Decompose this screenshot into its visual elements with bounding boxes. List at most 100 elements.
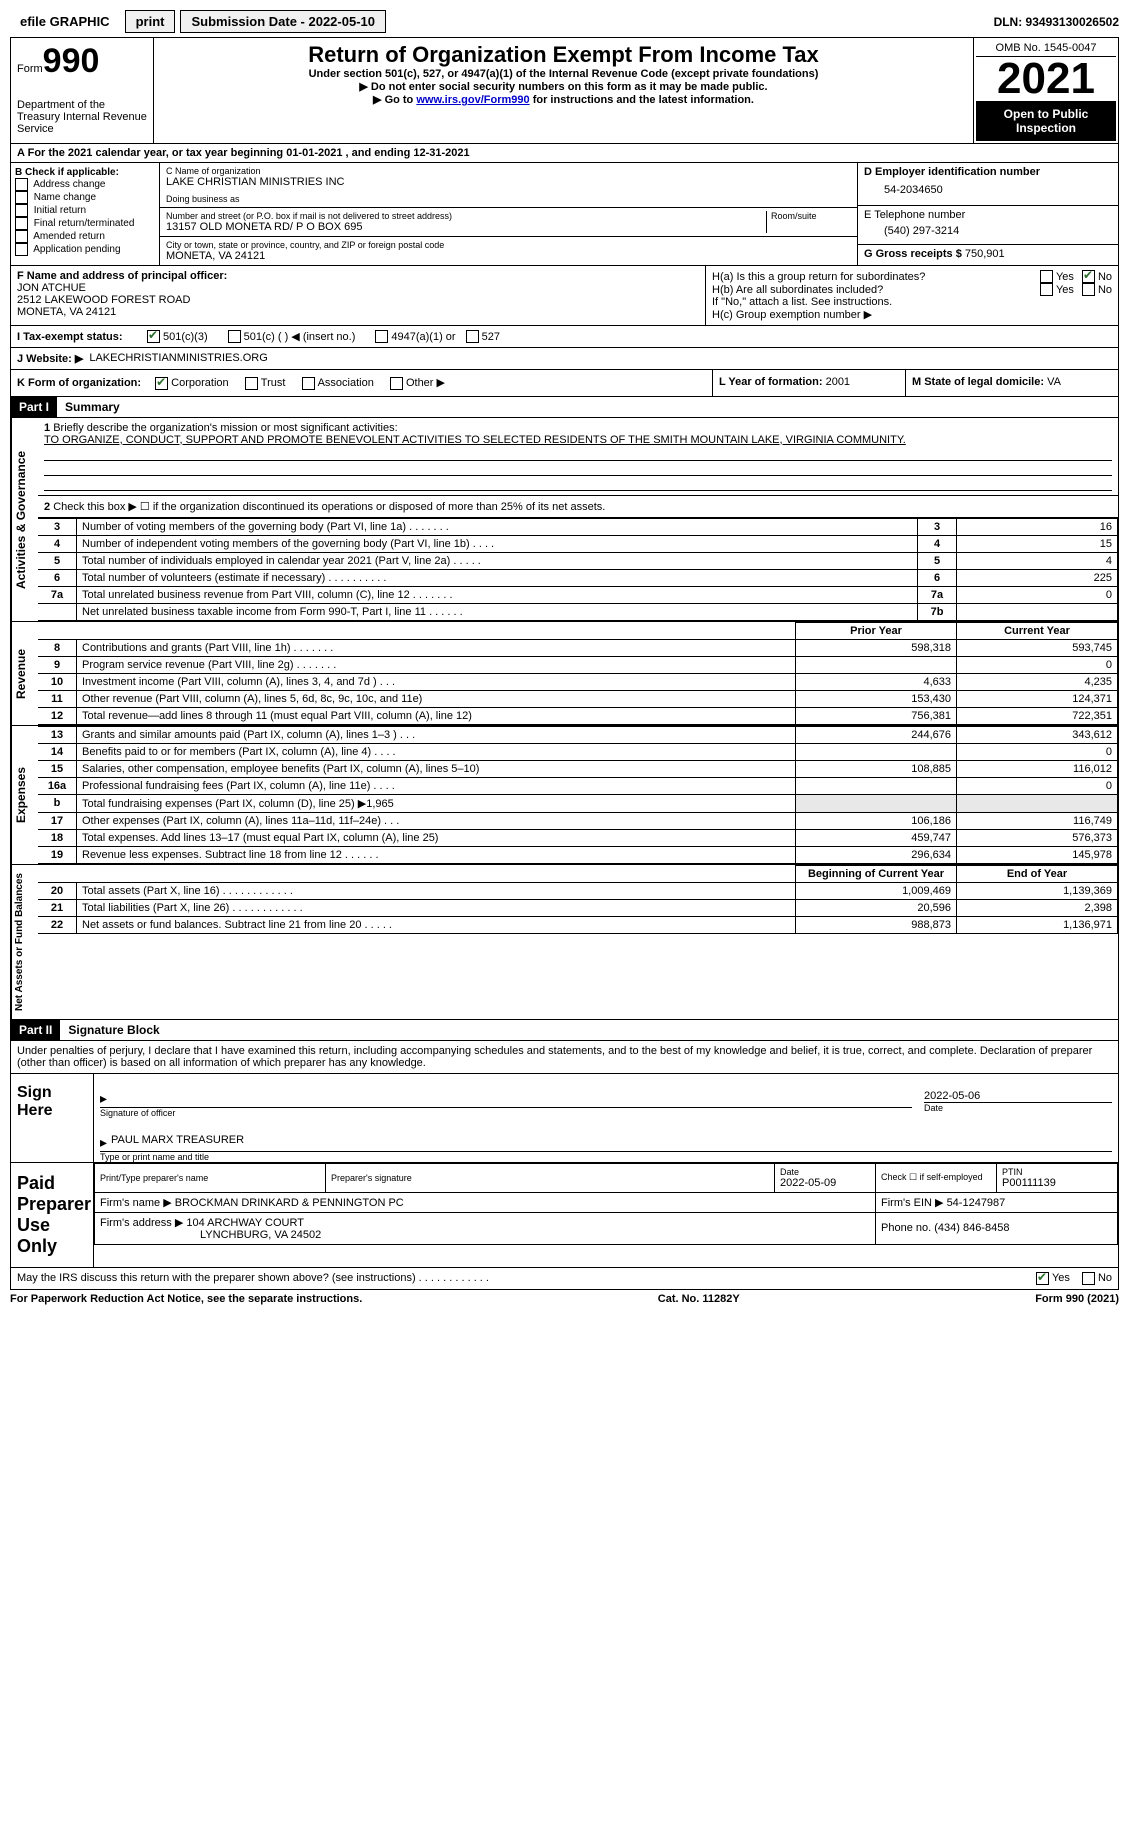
firm-phone: (434) 846-8458 [934, 1222, 1009, 1234]
table-row: 8Contributions and grants (Part VIII, li… [38, 639, 1118, 656]
org-name: LAKE CHRISTIAN MINISTRIES INC [166, 176, 851, 188]
table-row: 11Other revenue (Part VIII, column (A), … [38, 690, 1118, 707]
officer-addr2: MONETA, VA 24121 [17, 306, 699, 318]
preparer-table: Print/Type preparer's name Preparer's si… [94, 1163, 1118, 1245]
phone: (540) 297-3214 [864, 221, 1112, 241]
discuss-no-checkbox[interactable] [1082, 1272, 1095, 1285]
mission-text: TO ORGANIZE, CONDUCT, SUPPORT AND PROMOT… [44, 434, 906, 446]
firm-name: BROCKMAN DRINKARD & PENNINGTON PC [175, 1197, 404, 1209]
officer-signature-line [100, 1076, 912, 1108]
paid-preparer-block: Paid Preparer Use Only Print/Type prepar… [10, 1163, 1119, 1268]
subtitle-3: ▶ Go to www.irs.gov/Form990 for instruct… [160, 93, 967, 106]
discuss-yes-checkbox[interactable] [1036, 1272, 1049, 1285]
boxb-option: Name change [15, 191, 155, 204]
trust-checkbox[interactable] [245, 377, 258, 390]
gross-cell: G Gross receipts $ 750,901 [858, 245, 1118, 263]
print-button[interactable]: print [125, 10, 176, 33]
table-row: 14Benefits paid to or for members (Part … [38, 743, 1118, 760]
table-row: 4Number of independent voting members of… [38, 535, 1118, 552]
ein-cell: D Employer identification number 54-2034… [858, 163, 1118, 206]
title-cell: Return of Organization Exempt From Incom… [154, 38, 974, 143]
line-k: K Form of organization: Corporation Trus… [11, 370, 713, 396]
form-title: Return of Organization Exempt From Incom… [160, 42, 967, 68]
table-row: 15Salaries, other compensation, employee… [38, 760, 1118, 777]
street-cell: Number and street (or P.O. box if mail i… [160, 208, 857, 237]
firm-addr2: LYNCHBURG, VA 24502 [100, 1229, 321, 1241]
discuss-line: May the IRS discuss this return with the… [10, 1268, 1119, 1290]
table-row: 18Total expenses. Add lines 13–17 (must … [38, 829, 1118, 846]
firm-addr1: 104 ARCHWAY COURT [186, 1217, 304, 1229]
footer-mid: Cat. No. 11282Y [658, 1293, 740, 1305]
boxb-option: Amended return [15, 230, 155, 243]
revenue-section: Revenue Prior Year Current Year 8Contrib… [10, 622, 1119, 726]
side-governance: Activities & Governance [11, 418, 38, 621]
table-row: 22Net assets or fund balances. Subtract … [38, 916, 1118, 933]
line-1: 1 Briefly describe the organization's mi… [38, 418, 1118, 496]
other-checkbox[interactable] [390, 377, 403, 390]
ha-no-checkbox[interactable] [1082, 270, 1095, 283]
section-bcd: B Check if applicable: Address change Na… [10, 163, 1119, 266]
table-row: 12Total revenue—add lines 8 through 11 (… [38, 707, 1118, 724]
ein: 54-2034650 [864, 178, 1112, 202]
dept-treasury: Department of the Treasury Internal Reve… [17, 99, 147, 135]
prep-date: 2022-05-09 [780, 1177, 870, 1189]
hb-yes-checkbox[interactable] [1040, 283, 1053, 296]
table-row: 20Total assets (Part X, line 16) . . . .… [38, 882, 1118, 899]
part1-header-row: Part I Summary [10, 397, 1119, 418]
4947-checkbox[interactable] [375, 330, 388, 343]
box-h: H(a) Is this a group return for subordin… [706, 266, 1118, 325]
side-revenue: Revenue [11, 622, 38, 725]
line-l: L Year of formation: 2001 [713, 370, 906, 396]
line-m: M State of legal domicile: VA [906, 370, 1118, 396]
form-number-cell: Form990 Department of the Treasury Inter… [11, 38, 154, 143]
corp-checkbox[interactable] [155, 377, 168, 390]
revenue-table: Prior Year Current Year 8Contributions a… [38, 622, 1118, 725]
table-row: 13Grants and similar amounts paid (Part … [38, 726, 1118, 743]
box-c: C Name of organization LAKE CHRISTIAN MI… [160, 163, 858, 265]
year-cell: OMB No. 1545-0047 2021 Open to Public In… [974, 38, 1118, 143]
part1-body: Activities & Governance 1 Briefly descri… [10, 418, 1119, 622]
ha-yes-checkbox[interactable] [1040, 270, 1053, 283]
paid-preparer-label: Paid Preparer Use Only [11, 1163, 94, 1267]
table-row: 16aProfessional fundraising fees (Part I… [38, 777, 1118, 794]
501c-checkbox[interactable] [228, 330, 241, 343]
top-bar: efile GRAPHIC print Submission Date - 20… [10, 10, 1119, 33]
boxb-option: Final return/terminated [15, 217, 155, 230]
expenses-table: 13Grants and similar amounts paid (Part … [38, 726, 1118, 864]
line-a: A For the 2021 calendar year, or tax yea… [10, 144, 1119, 163]
website: LAKECHRISTIANMINISTRIES.ORG [89, 352, 267, 365]
summary-top-table: 3Number of voting members of the governi… [38, 518, 1118, 621]
box-f: F Name and address of principal officer:… [11, 266, 706, 325]
line-2: 2 Check this box ▶ ☐ if the organization… [38, 496, 1118, 518]
table-row: Net unrelated business taxable income fr… [38, 603, 1118, 620]
527-checkbox[interactable] [466, 330, 479, 343]
hb-no-checkbox[interactable] [1082, 283, 1095, 296]
officer-name: JON ATCHUE [17, 282, 699, 294]
street: 13157 OLD MONETA RD/ P O BOX 695 [166, 221, 762, 233]
line-j: J Website: ▶ LAKECHRISTIANMINISTRIES.ORG [10, 348, 1119, 370]
declaration: Under penalties of perjury, I declare th… [10, 1041, 1119, 1074]
boxb-option: Address change [15, 178, 155, 191]
dln: DLN: 93493130026502 [994, 15, 1119, 29]
table-row: 3Number of voting members of the governi… [38, 518, 1118, 535]
irs-link[interactable]: www.irs.gov/Form990 [416, 94, 529, 106]
phone-cell: E Telephone number (540) 297-3214 [858, 206, 1118, 245]
footer-right: Form 990 (2021) [1035, 1293, 1119, 1305]
org-name-cell: C Name of organization LAKE CHRISTIAN MI… [160, 163, 857, 208]
part2-title: Signature Block [60, 1023, 159, 1037]
open-to-public: Open to Public Inspection [976, 101, 1116, 141]
side-netassets: Net Assets or Fund Balances [11, 865, 38, 1019]
ptin: P00111139 [1002, 1177, 1112, 1189]
sign-here-block: Sign Here Signature of officer 2022-05-0… [10, 1074, 1119, 1163]
form-word: Form [17, 63, 43, 75]
assoc-checkbox[interactable] [302, 377, 315, 390]
city: MONETA, VA 24121 [166, 250, 851, 262]
table-row: 6Total number of volunteers (estimate if… [38, 569, 1118, 586]
officer-addr1: 2512 LAKEWOOD FOREST ROAD [17, 294, 699, 306]
gross-receipts: 750,901 [965, 248, 1005, 260]
netassets-section: Net Assets or Fund Balances Beginning of… [10, 865, 1119, 1020]
sign-here-label: Sign Here [11, 1074, 94, 1162]
501c3-checkbox[interactable] [147, 330, 160, 343]
tax-year: 2021 [976, 57, 1116, 101]
section-fh: F Name and address of principal officer:… [10, 266, 1119, 326]
